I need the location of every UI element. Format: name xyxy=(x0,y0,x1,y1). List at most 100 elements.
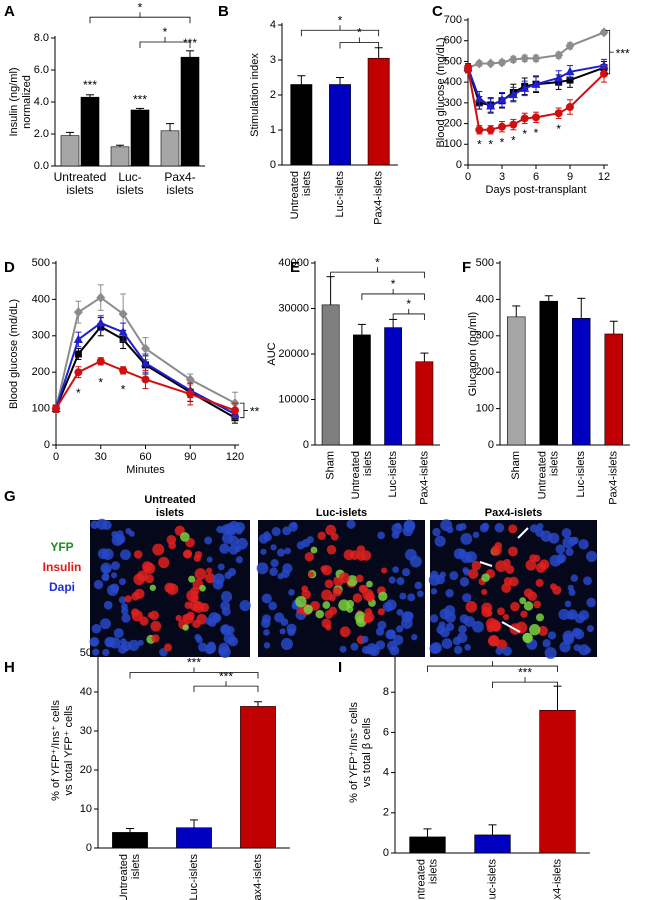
significance: *** xyxy=(133,93,147,107)
cell xyxy=(279,628,286,635)
cell xyxy=(270,544,277,551)
cell xyxy=(495,560,507,573)
marker xyxy=(231,406,239,415)
marker xyxy=(486,100,496,110)
significance: * xyxy=(121,383,126,397)
cell xyxy=(287,628,296,637)
significance-bracket xyxy=(427,661,558,673)
cell xyxy=(205,617,213,625)
cell xyxy=(280,638,293,651)
cell xyxy=(206,567,213,574)
cell xyxy=(529,624,541,636)
arrow xyxy=(501,621,521,633)
y-tick-label: 4.0 xyxy=(34,96,49,108)
cell xyxy=(304,552,314,562)
significance: * xyxy=(357,26,362,40)
cell xyxy=(136,570,148,582)
cell xyxy=(268,601,277,611)
cell xyxy=(125,527,132,535)
x-tick-label: 0 xyxy=(465,171,471,183)
x-tick-label: 120 xyxy=(226,451,244,463)
cell xyxy=(219,543,230,554)
cell xyxy=(558,608,570,621)
cell xyxy=(92,648,100,656)
cell xyxy=(540,530,552,542)
cell xyxy=(544,647,557,659)
cell xyxy=(310,546,318,554)
x-tick-label: islets xyxy=(130,854,142,880)
bar xyxy=(240,706,276,849)
cell xyxy=(445,588,454,598)
cell xyxy=(535,578,544,587)
x-tick-label: Untreated xyxy=(289,171,301,219)
cell xyxy=(508,546,518,557)
cell xyxy=(315,609,324,619)
y-axis-title: vs total β cells xyxy=(361,717,373,787)
cell xyxy=(416,590,424,598)
cell xyxy=(350,642,359,651)
y-tick-label: 100 xyxy=(476,403,494,415)
cell xyxy=(105,638,115,648)
cell xyxy=(460,532,473,545)
micrograph xyxy=(89,518,251,658)
cell xyxy=(158,556,170,569)
y-tick-label: 600 xyxy=(444,35,462,47)
cell xyxy=(529,554,537,562)
cell xyxy=(199,602,210,613)
cell xyxy=(196,613,208,625)
y-tick-label: 2.0 xyxy=(34,128,49,140)
cell xyxy=(150,620,162,632)
cell xyxy=(235,528,243,535)
cell xyxy=(502,646,512,656)
significance-bracket xyxy=(339,37,380,49)
y-tick-label: 500 xyxy=(444,55,462,67)
y-tick-label: 0 xyxy=(303,439,309,451)
y-tick-label: 400 xyxy=(476,293,494,305)
significance: * xyxy=(98,375,103,389)
x-tick-label: 6 xyxy=(533,171,539,183)
cell xyxy=(570,574,579,582)
cell xyxy=(366,580,373,588)
x-tick-label: islets xyxy=(301,171,313,197)
x-tick-label: Luc-islets xyxy=(387,451,399,498)
cell xyxy=(565,547,574,557)
x-tick-label: Luc-islets xyxy=(188,854,200,900)
marker xyxy=(474,93,484,103)
cell xyxy=(269,567,278,576)
cell xyxy=(377,531,386,540)
marker xyxy=(599,60,609,70)
cell xyxy=(216,525,224,534)
cell xyxy=(578,609,590,621)
cell xyxy=(261,618,271,629)
y-axis-title: Insulin (ng/ml) xyxy=(8,67,20,136)
y-tick-label: 2 xyxy=(270,89,276,101)
y-tick-label: 30 xyxy=(80,725,92,737)
cell xyxy=(111,534,124,547)
micrograph xyxy=(256,519,425,657)
cell xyxy=(481,602,493,614)
bar xyxy=(160,130,180,167)
cell xyxy=(459,548,466,556)
cell xyxy=(453,645,463,655)
cell xyxy=(149,610,160,621)
cell xyxy=(497,607,505,616)
bar xyxy=(321,304,340,446)
cell xyxy=(430,588,438,595)
bar xyxy=(110,146,130,167)
cell xyxy=(586,625,594,633)
cell xyxy=(276,548,286,557)
bar xyxy=(352,334,371,446)
y-tick-label: 3 xyxy=(270,54,276,66)
y-tick-label: 1 xyxy=(270,124,276,136)
series-line xyxy=(467,64,605,108)
cell xyxy=(405,548,417,561)
micrograph-legend: Dapi xyxy=(49,580,75,594)
cell xyxy=(263,642,271,649)
marker xyxy=(486,58,496,69)
micrograph-title: islets xyxy=(156,507,184,519)
panel-letter: D xyxy=(4,259,15,276)
cell xyxy=(392,566,399,573)
cell xyxy=(468,568,479,580)
cell xyxy=(566,611,575,620)
cell xyxy=(510,601,520,612)
